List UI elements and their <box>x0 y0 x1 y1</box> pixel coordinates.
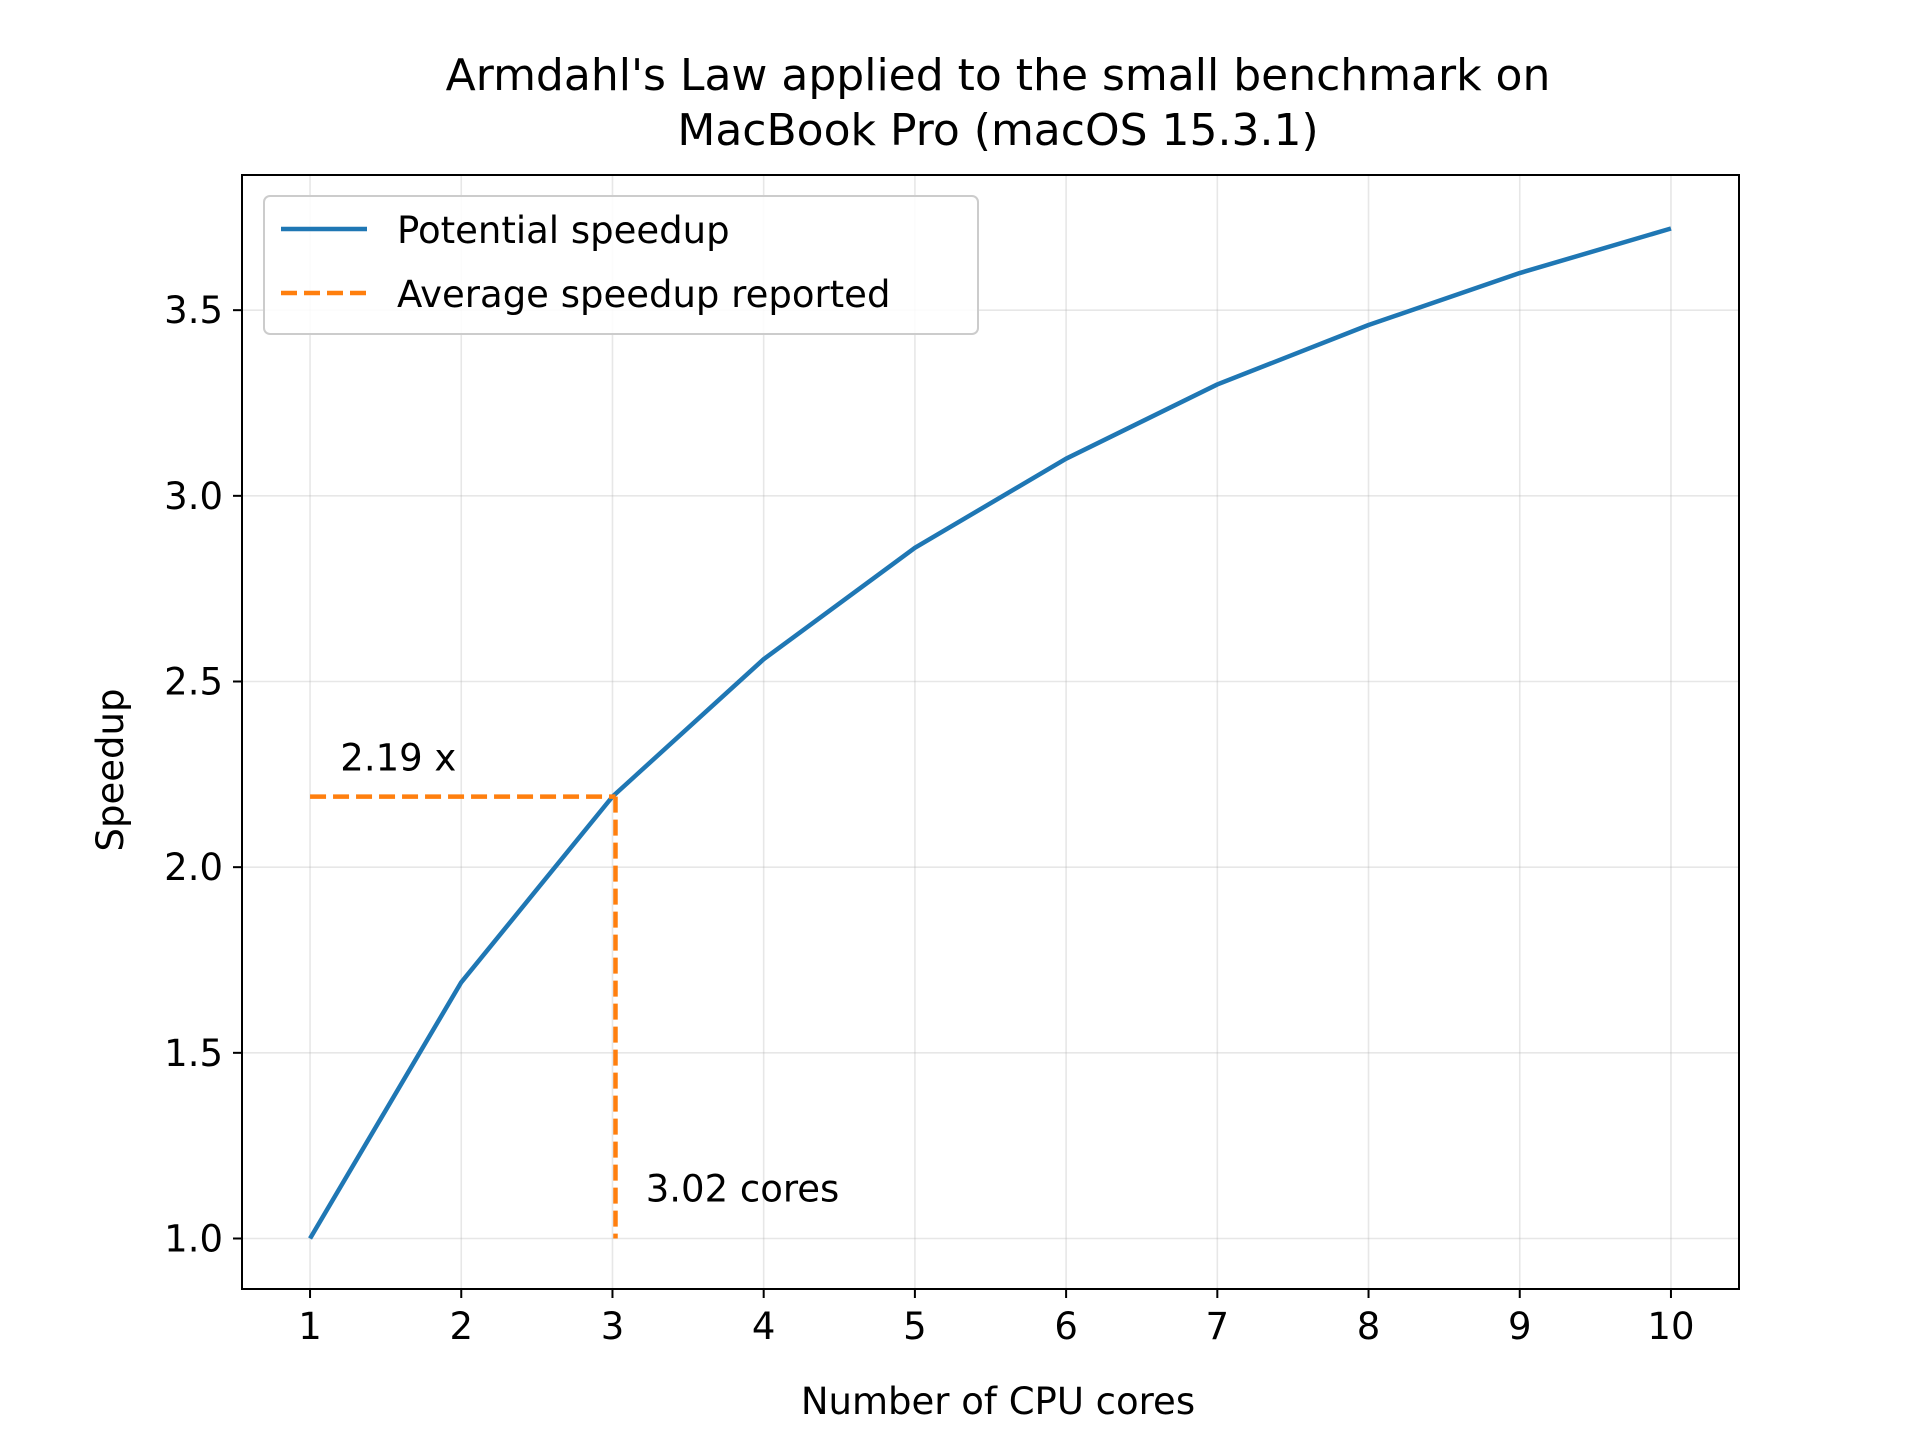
plot-frame <box>241 174 1740 1290</box>
x-tick-label: 8 <box>1357 1305 1381 1348</box>
legend-label-average-speedup: Average speedup reported <box>397 273 890 316</box>
x-tick-label: 3 <box>601 1305 625 1348</box>
series-line-potential-speedup <box>308 226 1672 1240</box>
y-tick-label: 3.0 <box>164 475 223 518</box>
x-tick-label: 10 <box>1647 1305 1694 1348</box>
legend-label-potential-speedup: Potential speedup <box>397 209 730 252</box>
annotation-label: 2.19 x <box>340 737 456 780</box>
chart-title-line-1: Armdahl's Law applied to the small bench… <box>446 50 1551 101</box>
x-tick-label: 1 <box>298 1305 322 1348</box>
legend: Potential speedup Average speedup report… <box>263 195 979 335</box>
annotation-layer: 2.19 x 3.02 cores <box>340 737 839 1211</box>
y-tick-label: 2.5 <box>164 660 223 703</box>
chart-title-line-2: MacBook Pro (macOS 15.3.1) <box>677 105 1318 156</box>
y-tick-label: 1.0 <box>164 1217 223 1260</box>
x-tick-label: 6 <box>1054 1305 1078 1348</box>
legend-box <box>263 195 979 335</box>
y-tick-label: 2.0 <box>164 846 223 889</box>
axis-ticks: 1 2 3 4 5 6 7 8 9 10 1.0 1.5 2.0 2.5 3.0 3.5 <box>164 289 1694 1348</box>
y-tick-label: 3.5 <box>164 289 223 332</box>
x-tick-label: 2 <box>449 1305 473 1348</box>
x-tick-label: 9 <box>1508 1305 1532 1348</box>
series-layer <box>308 226 1672 1240</box>
x-tick-label: 7 <box>1206 1305 1230 1348</box>
x-axis-label: Number of CPU cores <box>801 1380 1195 1423</box>
annotation-label: 3.02 cores <box>646 1167 840 1210</box>
y-tick-label: 1.5 <box>164 1032 223 1075</box>
x-tick-label: 5 <box>903 1305 927 1348</box>
grid <box>242 175 1739 1289</box>
y-axis-label: Speedup <box>89 689 132 852</box>
x-tick-label: 4 <box>752 1305 776 1348</box>
